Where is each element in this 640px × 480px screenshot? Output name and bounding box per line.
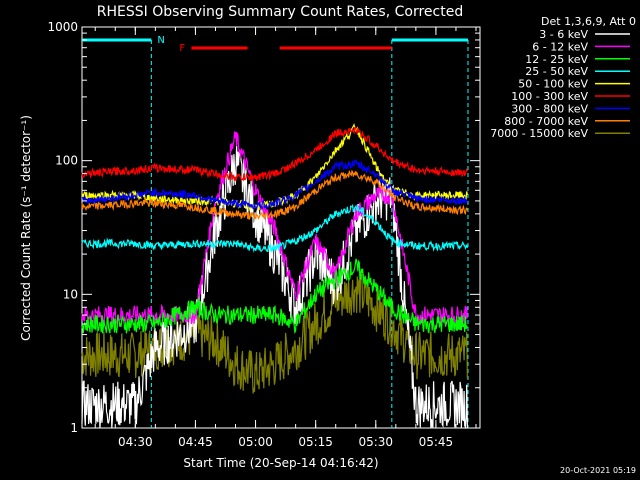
legend-title: Det 1,3,6,9, Att 0: [541, 15, 636, 28]
plot-layer: NF: [81, 35, 469, 430]
legend-label: 25 - 50 keV: [525, 65, 588, 78]
x-tick-label: 04:45: [178, 435, 213, 449]
y-tick-label: 1000: [47, 20, 78, 34]
y-tick-label: 100: [55, 154, 78, 168]
legend-label: 7000 - 15000 keV: [490, 127, 588, 140]
series-line-5: [81, 126, 468, 182]
legend-label: 50 - 100 keV: [518, 78, 588, 91]
legend-label: 6 - 12 keV: [532, 40, 588, 53]
x-axis-label: Start Time (20-Sep-14 04:16:42): [183, 456, 378, 470]
x-tick-label: 05:15: [298, 435, 333, 449]
x-tick-label: 05:00: [238, 435, 273, 449]
legend-label: 800 - 7000 keV: [504, 115, 588, 128]
legend-label: 300 - 800 keV: [511, 102, 588, 115]
x-tick-label: 05:30: [358, 435, 393, 449]
legend-label: 100 - 300 keV: [511, 90, 588, 103]
axis-layer: 04:30 04:45 05:00 05:15 05:30 05:45 1 10 100 1000: [47, 20, 480, 449]
legend-label: 12 - 25 keV: [525, 53, 588, 66]
series-line-7: [81, 169, 468, 220]
legend-label: 3 - 6 keV: [539, 28, 588, 41]
y-axis-label: Corrected Count Rate (s⁻¹ detector⁻¹): [19, 115, 33, 341]
footer-timestamp: 20-Oct-2021 05:19: [560, 466, 636, 475]
night-marker-label: N: [157, 35, 164, 46]
series-line-0: [81, 145, 468, 430]
y-tick-label: 1: [70, 421, 78, 435]
y-tick-label: 10: [63, 287, 78, 301]
plot-frame: [81, 26, 481, 429]
x-tick-label: 05:45: [419, 435, 454, 449]
chart-title: RHESSI Observing Summary Count Rates, Co…: [97, 4, 463, 20]
series-line-1: [81, 131, 468, 327]
x-tick-label: 04:30: [118, 435, 153, 449]
series-line-8: [81, 270, 468, 394]
flare-marker-label: F: [179, 43, 185, 54]
series-line-3: [81, 203, 468, 253]
series-line-6: [81, 159, 468, 212]
series-line-2: [81, 258, 468, 335]
